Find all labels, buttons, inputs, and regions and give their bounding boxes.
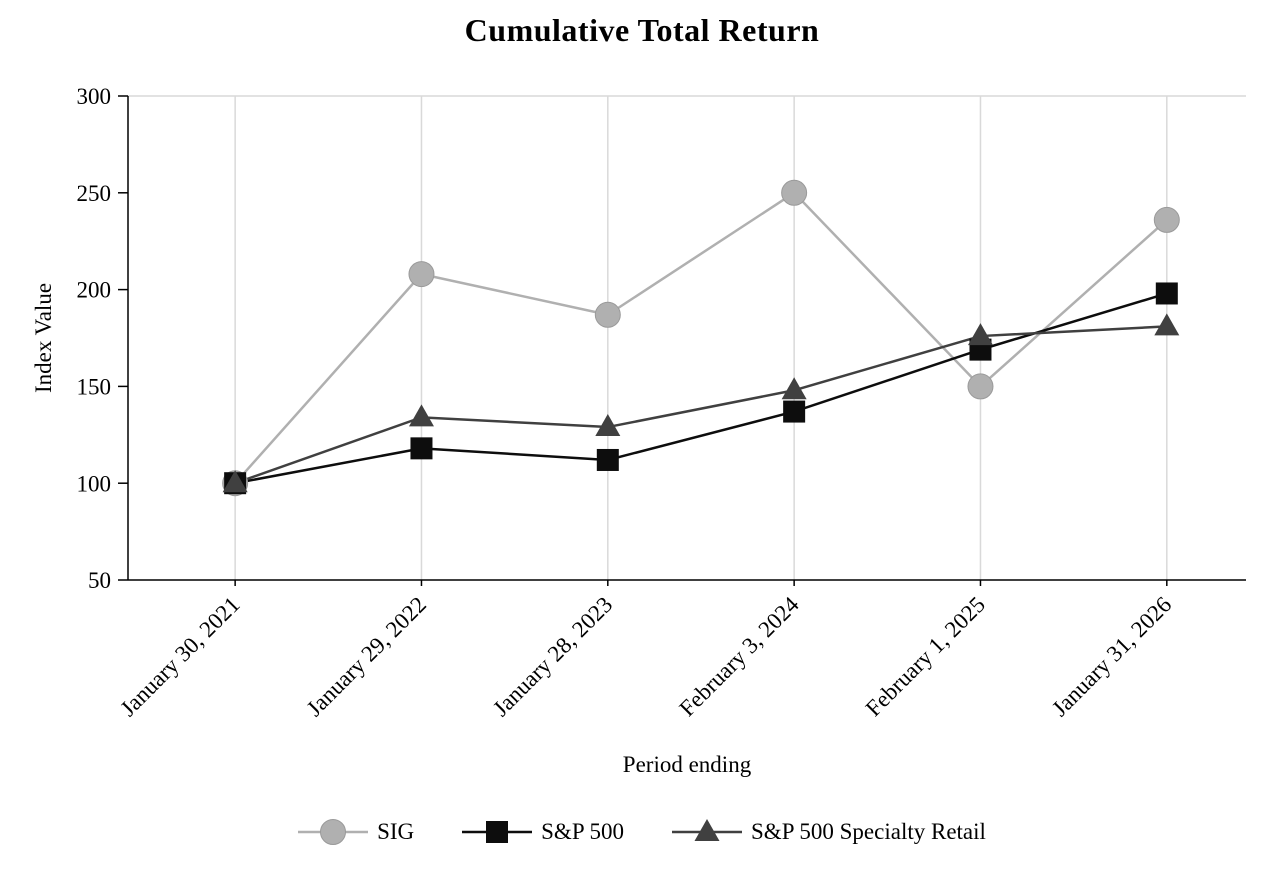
data-point-marker: [967, 373, 994, 400]
legend-item: S&P 500 Specialty Retail: [672, 818, 986, 846]
data-point-marker: [1154, 313, 1180, 336]
legend: SIG S&P 500 S&P 500 Specialty Retail: [0, 818, 1284, 846]
x-category-label: February 1, 2025: [861, 592, 990, 721]
series-line-3: [234, 325, 1167, 485]
x-category-label: January 29, 2022: [302, 592, 431, 721]
data-point-marker: [410, 437, 433, 460]
y-tick-label: 100: [77, 471, 112, 496]
y-tick-label: 200: [77, 278, 112, 303]
data-point-marker: [1153, 206, 1180, 233]
x-axis-title: Period ending: [622, 752, 752, 777]
legend-circle-marker-icon: [298, 819, 369, 845]
legend-label: S&P 500: [541, 819, 625, 844]
legend-square-marker-icon: [462, 821, 533, 843]
x-category-label: January 28, 2023: [488, 592, 617, 721]
data-point-marker: [967, 323, 993, 346]
legend-triangle-marker-icon: [672, 819, 743, 841]
data-point-marker: [408, 404, 434, 427]
x-category-label: January 30, 2021: [115, 592, 244, 721]
y-tick-label: 250: [77, 181, 112, 206]
data-point-marker: [596, 448, 619, 471]
y-tick-label: 150: [77, 374, 112, 399]
data-point-marker: [781, 377, 807, 400]
x-category-label: February 3, 2024: [674, 592, 804, 722]
data-point-marker: [783, 400, 806, 423]
data-point-marker: [222, 470, 248, 493]
series-line-2: [234, 292, 1168, 485]
data-point-marker: [781, 179, 808, 206]
x-category-label: January 31, 2026: [1047, 592, 1176, 721]
series-line-1: [234, 191, 1168, 485]
data-point-marker: [408, 261, 435, 288]
legend-label: SIG: [377, 819, 415, 844]
data-point-marker: [594, 301, 621, 328]
legend-item: SIG: [298, 818, 414, 846]
chart-title: Cumulative Total Return: [464, 12, 820, 48]
data-point-marker: [595, 414, 621, 437]
legend-label: S&P 500 Specialty Retail: [751, 819, 986, 844]
y-tick-label: 50: [88, 568, 111, 593]
data-point-marker: [1155, 282, 1178, 305]
y-tick-label: 300: [77, 84, 112, 109]
legend-item: S&P 500: [462, 818, 624, 846]
